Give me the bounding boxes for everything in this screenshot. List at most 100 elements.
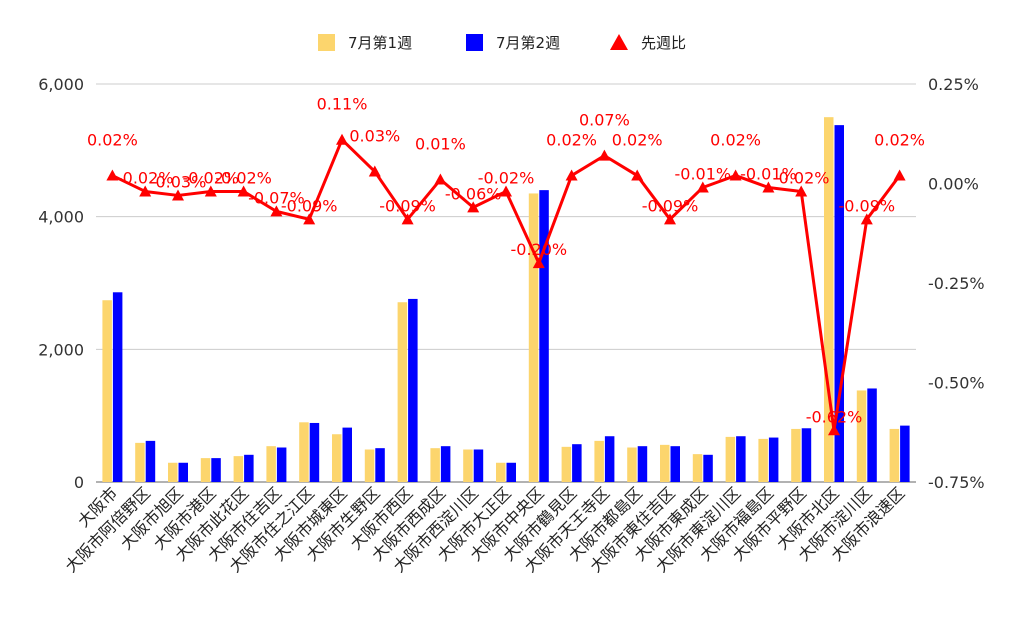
bar-week1 [725, 436, 736, 482]
bar-week2 [736, 436, 746, 482]
bar-week1 [332, 434, 342, 482]
bar-week1 [594, 440, 604, 482]
ratio-point [336, 133, 348, 145]
bar-week1 [758, 438, 768, 482]
ratio-point [762, 181, 775, 193]
bar-week1 [528, 193, 539, 482]
ratio-point [204, 185, 217, 197]
left-tick-label: 4,000 [38, 208, 84, 227]
ratio-point [500, 185, 512, 197]
right-y-axis: -0.75% -0.50% -0.25% 0.00% 0.25% [928, 75, 985, 492]
bar-week2 [637, 446, 648, 482]
ratio-point [368, 165, 381, 177]
ratio-data-label: 0.03% [349, 127, 400, 146]
left-tick-label: 6,000 [38, 75, 84, 94]
ratio-data-label: 0.02% [710, 131, 761, 150]
bar-week2 [670, 446, 680, 482]
bar-week1 [660, 444, 670, 482]
ratio-point [893, 169, 906, 181]
bar-week2 [309, 422, 320, 482]
ratio-data-label: 0.02% [612, 131, 663, 150]
right-tick-label: -0.25% [928, 274, 985, 293]
left-y-axis: 0 2,000 4,000 6,000 [38, 75, 84, 492]
ratio-point [696, 181, 709, 193]
ratio-point [729, 169, 742, 181]
bar-week1 [233, 456, 244, 482]
ratio-point [860, 213, 873, 225]
bar-week2 [408, 298, 418, 482]
ratio-point [401, 213, 414, 225]
bar-week1 [889, 428, 900, 482]
ratio-point [598, 149, 611, 161]
bar-week1 [168, 462, 178, 482]
legend: 7月第1週 7月第2週 先週比 [318, 34, 686, 52]
bar-week2 [900, 425, 910, 482]
bar-week1 [200, 458, 211, 482]
ratio-data-label: -0.02% [182, 168, 239, 187]
bar-week2 [768, 437, 779, 482]
ratio-point [532, 257, 545, 269]
bar-week1 [102, 300, 112, 482]
ratio-line [106, 133, 906, 436]
ratio-data-label: -0.09% [642, 196, 699, 215]
legend-swatch [318, 34, 335, 51]
bar-week1 [627, 447, 637, 482]
bar-week2 [244, 454, 254, 482]
legend-swatch [466, 34, 483, 51]
bar-week1 [824, 117, 834, 483]
bar-week1 [364, 449, 375, 482]
bar-week2 [539, 190, 549, 482]
bar-week2 [276, 447, 287, 482]
ratio-data-label: 0.11% [317, 95, 368, 114]
bar-week2 [506, 462, 516, 482]
bar-week2 [867, 388, 877, 482]
ratio-point [139, 185, 152, 197]
bar-week1 [135, 442, 145, 482]
bar-week1 [266, 446, 276, 482]
ratio-data-label: -0.06% [445, 184, 502, 203]
ratio-point [828, 424, 840, 436]
legend-label: 先週比 [641, 34, 686, 52]
bar-week1 [463, 449, 473, 482]
legend-label: 7月第1週 [348, 34, 412, 52]
ratio-data-label: 0.02% [87, 131, 138, 150]
bar-week2 [572, 444, 582, 482]
right-tick-label: -0.50% [928, 374, 985, 393]
ratio-data-label: -0.20% [510, 240, 567, 259]
ratio-data-label: -0.09% [379, 196, 436, 215]
bar-week2 [834, 125, 844, 483]
gridlines [96, 83, 916, 483]
bar-week1 [692, 454, 703, 482]
ratio-data-labels: 0.02%-0.02%-0.03%-0.02%-0.02%-0.07%-0.09… [87, 95, 925, 427]
ratio-data-label: -0.02% [117, 168, 174, 187]
legend-swatch [610, 34, 628, 50]
right-tick-label: 0.00% [928, 175, 979, 194]
ratio-data-label: -0.62% [806, 407, 863, 426]
ratio-data-label: 0.01% [415, 135, 466, 154]
left-tick-label: 2,000 [38, 340, 84, 359]
ratio-data-label: -0.01% [674, 164, 731, 183]
bar-week2 [211, 458, 221, 482]
bar-week2 [440, 446, 451, 482]
bar-week1 [397, 302, 408, 482]
ratio-data-label: -0.03% [150, 172, 207, 191]
bar-week1 [856, 390, 867, 482]
bar-week2 [375, 448, 385, 482]
right-tick-label: 0.25% [928, 75, 979, 94]
ratio-point [106, 169, 119, 181]
ratio-point [467, 201, 480, 213]
ratio-data-label: 0.07% [579, 111, 630, 130]
ratio-data-label: -0.02% [478, 168, 535, 187]
bar-week1 [791, 428, 801, 482]
ratio-data-label: -0.07% [248, 188, 305, 207]
bar-week2 [145, 440, 156, 482]
ratio-data-label: 0.02% [874, 131, 925, 150]
ratio-point [565, 169, 578, 181]
ratio-point [434, 173, 447, 185]
ratio-point [664, 213, 676, 225]
ratio-data-label: -0.02% [773, 168, 830, 187]
ratio-point [270, 205, 283, 217]
bar-week2 [604, 436, 615, 482]
ratio-data-label: -0.09% [838, 196, 895, 215]
